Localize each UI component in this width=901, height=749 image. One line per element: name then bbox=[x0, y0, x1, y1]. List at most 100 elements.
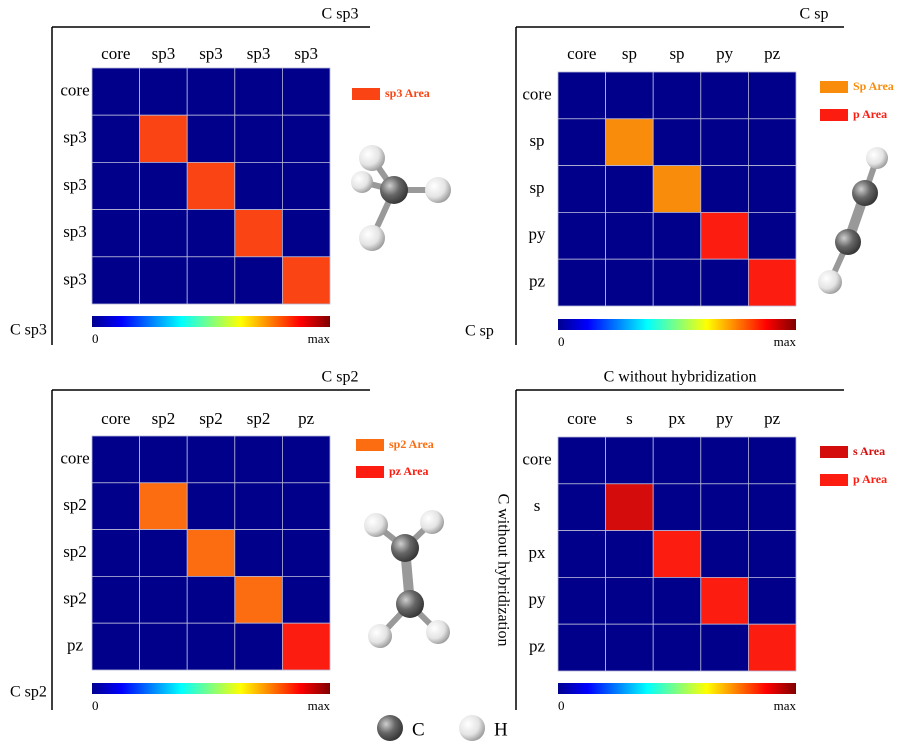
column-header: core bbox=[567, 409, 596, 428]
side-label: C sp2 bbox=[10, 684, 47, 701]
matrix-cell bbox=[235, 210, 283, 257]
atom bbox=[425, 177, 451, 203]
legend-swatch bbox=[820, 81, 848, 93]
atom bbox=[380, 176, 408, 204]
matrix-cell bbox=[606, 484, 654, 531]
column-header: sp3 bbox=[199, 44, 223, 63]
row-header: sp3 bbox=[63, 175, 87, 194]
atom bbox=[852, 180, 878, 206]
matrix-cell bbox=[92, 576, 140, 623]
matrix-cell bbox=[701, 212, 749, 259]
column-header: core bbox=[101, 409, 130, 428]
row-header: core bbox=[522, 449, 551, 468]
matrix-cell bbox=[92, 115, 140, 162]
matrix-cell bbox=[282, 162, 330, 209]
atom bbox=[866, 147, 888, 169]
column-header: sp3 bbox=[247, 44, 271, 63]
matrix-cell bbox=[606, 212, 654, 259]
row-header: core bbox=[60, 448, 89, 467]
colorbar bbox=[92, 683, 330, 694]
matrix-cell bbox=[748, 212, 796, 259]
legend-swatch bbox=[820, 446, 848, 458]
matrix-cell bbox=[558, 259, 606, 306]
matrix-cell bbox=[282, 436, 330, 483]
column-header: s bbox=[626, 409, 633, 428]
matrix-cell bbox=[140, 623, 188, 670]
matrix-cell bbox=[748, 624, 796, 671]
column-header: sp3 bbox=[152, 44, 176, 63]
matrix-cell bbox=[187, 483, 235, 530]
colorbar-min: 0 bbox=[558, 698, 565, 713]
row-header: sp bbox=[529, 178, 544, 197]
matrix-cell bbox=[748, 437, 796, 484]
colorbar-min: 0 bbox=[92, 698, 99, 713]
row-header: px bbox=[529, 543, 547, 562]
atom bbox=[359, 145, 385, 171]
matrix-cell bbox=[92, 623, 140, 670]
atom bbox=[368, 624, 392, 648]
matrix-cell bbox=[282, 530, 330, 577]
column-header: sp2 bbox=[152, 409, 176, 428]
matrix-cell bbox=[606, 119, 654, 166]
matrix-cell bbox=[140, 210, 188, 257]
atom bbox=[396, 590, 424, 618]
matrix-cell bbox=[140, 436, 188, 483]
atom bbox=[359, 225, 385, 251]
matrix-cell bbox=[558, 577, 606, 624]
matrix-cell bbox=[140, 530, 188, 577]
matrix-cell bbox=[558, 166, 606, 213]
matrix-cell bbox=[235, 530, 283, 577]
matrix-cell bbox=[235, 576, 283, 623]
matrix-cell bbox=[653, 624, 701, 671]
row-header: pz bbox=[529, 637, 546, 656]
matrix-cell bbox=[187, 623, 235, 670]
matrix-cell bbox=[92, 68, 140, 115]
colorbar bbox=[558, 683, 796, 694]
side-label: C sp3 bbox=[10, 322, 47, 339]
matrix-cell bbox=[701, 531, 749, 578]
column-header: core bbox=[567, 44, 596, 63]
atom bbox=[835, 229, 861, 255]
atom bbox=[818, 270, 842, 294]
matrix-cell bbox=[606, 259, 654, 306]
matrix-cell bbox=[282, 623, 330, 670]
matrix-cell bbox=[140, 576, 188, 623]
matrix-cell bbox=[187, 436, 235, 483]
atom bbox=[420, 510, 444, 534]
column-header: sp2 bbox=[247, 409, 271, 428]
matrix-cell bbox=[701, 259, 749, 306]
row-header: sp2 bbox=[63, 495, 87, 514]
atom bbox=[391, 534, 419, 562]
matrix-cell bbox=[187, 210, 235, 257]
legend-label: s Area bbox=[853, 444, 885, 458]
colorbar bbox=[558, 319, 796, 330]
matrix-cell bbox=[92, 530, 140, 577]
matrix-cell bbox=[748, 119, 796, 166]
row-header: sp2 bbox=[63, 542, 87, 561]
matrix-cell bbox=[92, 483, 140, 530]
matrix-cell bbox=[748, 72, 796, 119]
column-header: pz bbox=[764, 44, 781, 63]
row-header: sp bbox=[529, 131, 544, 150]
matrix-cell bbox=[748, 259, 796, 306]
row-header: sp3 bbox=[63, 222, 87, 241]
matrix-cell bbox=[701, 166, 749, 213]
legend-swatch bbox=[820, 109, 848, 121]
legend-label: Sp Area bbox=[853, 79, 894, 93]
matrix-cell bbox=[92, 210, 140, 257]
matrix-cell bbox=[748, 577, 796, 624]
legend-label: sp2 Area bbox=[389, 437, 434, 451]
matrix-cell bbox=[282, 576, 330, 623]
atom bbox=[351, 171, 373, 193]
matrix-cell bbox=[187, 162, 235, 209]
matrix-cell bbox=[282, 210, 330, 257]
matrix-cell bbox=[558, 624, 606, 671]
row-header: py bbox=[529, 590, 547, 609]
matrix-cell bbox=[140, 257, 188, 304]
row-header: py bbox=[529, 225, 547, 244]
colorbar-max: max bbox=[774, 334, 797, 349]
matrix-cell bbox=[606, 624, 654, 671]
matrix-cell bbox=[282, 68, 330, 115]
row-header: sp3 bbox=[63, 269, 87, 288]
matrix-cell bbox=[140, 68, 188, 115]
